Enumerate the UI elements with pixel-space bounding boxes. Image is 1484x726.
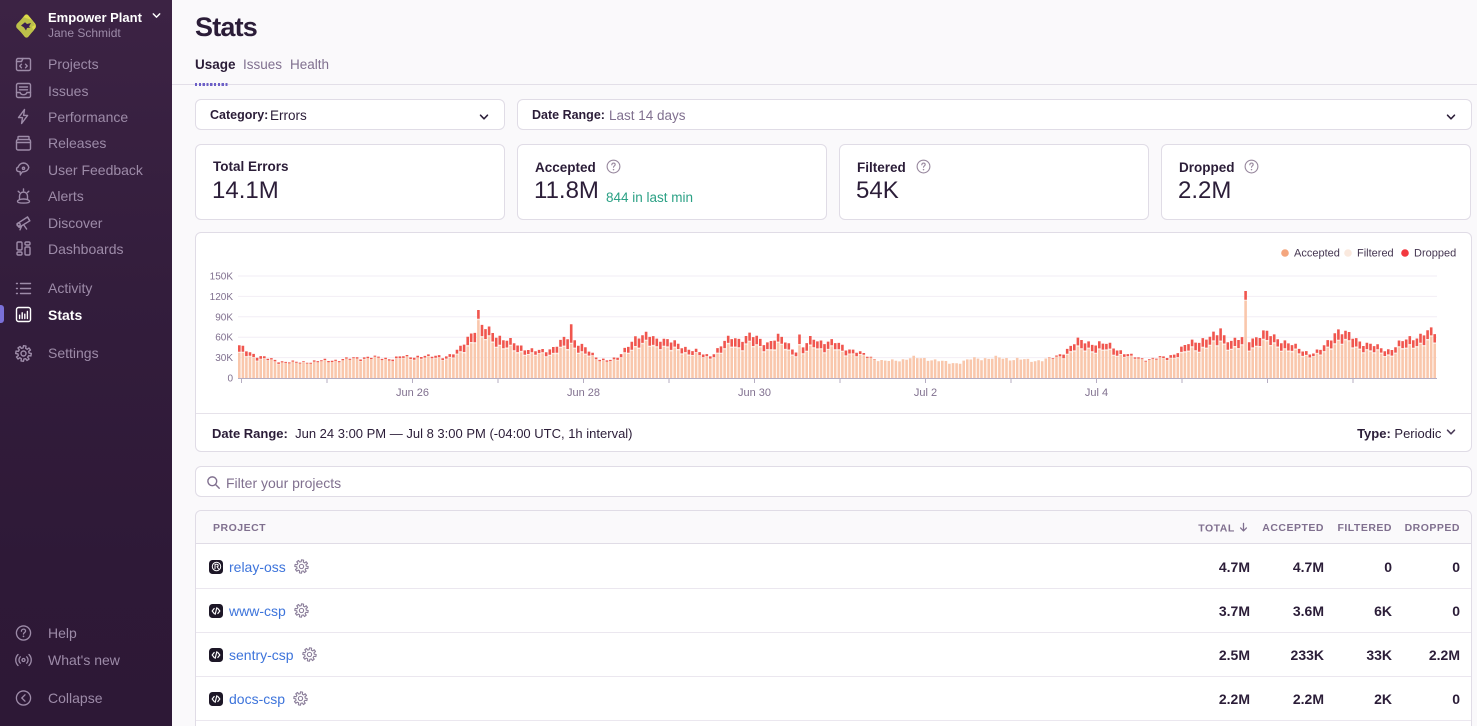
svg-text:120K: 120K xyxy=(210,292,234,303)
svg-text:Jul 4: Jul 4 xyxy=(1085,387,1108,399)
svg-text:Accepted: Accepted xyxy=(1294,248,1340,260)
svg-text:0: 0 xyxy=(227,374,233,385)
svg-text:Dropped: Dropped xyxy=(1414,248,1456,260)
svg-text:30K: 30K xyxy=(215,353,233,364)
svg-text:Jun 28: Jun 28 xyxy=(567,387,600,399)
svg-text:Jun 26: Jun 26 xyxy=(396,387,429,399)
svg-text:Jun 30: Jun 30 xyxy=(738,387,771,399)
svg-text:Jul 2: Jul 2 xyxy=(914,387,937,399)
svg-text:60K: 60K xyxy=(215,333,233,344)
svg-text:150K: 150K xyxy=(210,272,234,283)
svg-text:90K: 90K xyxy=(215,312,233,323)
svg-text:Filtered: Filtered xyxy=(1357,248,1394,260)
